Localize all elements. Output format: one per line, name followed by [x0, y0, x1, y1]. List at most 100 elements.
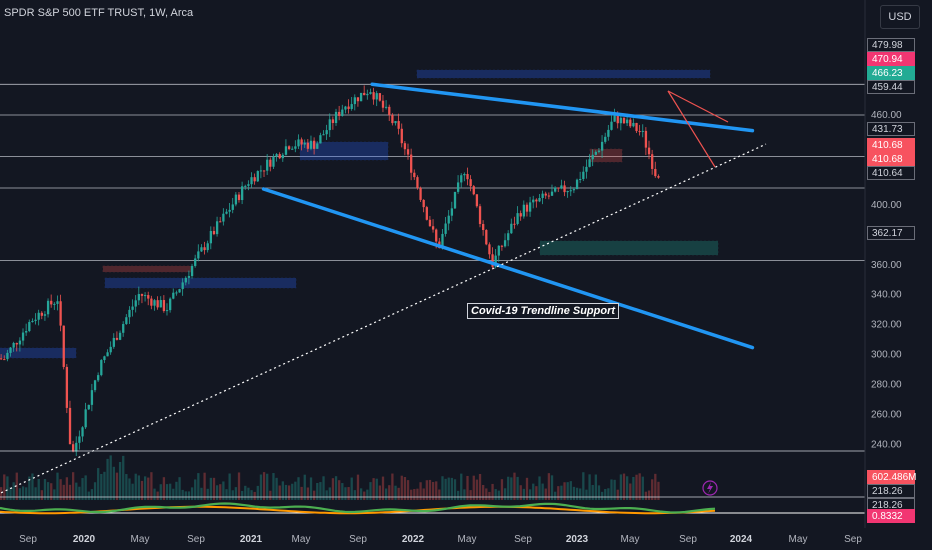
candle-body: [247, 184, 250, 186]
candle-body: [75, 442, 78, 452]
zone-box-6: [102, 265, 193, 273]
volume-bar: [78, 486, 81, 500]
volume-bar: [341, 483, 344, 500]
volume-bar: [632, 476, 635, 500]
x-tick-label: Sep: [187, 534, 205, 545]
candle-body: [272, 156, 275, 167]
volume-bar: [503, 488, 507, 500]
candle-body: [632, 122, 635, 127]
covid-support-trendline: [0, 143, 767, 494]
zone-box-0: [416, 69, 711, 79]
volume-bar: [532, 483, 535, 500]
candle-body: [391, 115, 394, 124]
volume-bar: [40, 490, 43, 500]
candle-body: [572, 189, 576, 191]
price-label: 479.98: [867, 38, 915, 52]
candle-body: [356, 97, 360, 102]
candle-body: [475, 194, 479, 207]
volume-bar: [416, 488, 419, 500]
candle-body: [56, 301, 59, 304]
candle-body: [294, 146, 297, 149]
candle-body: [425, 207, 428, 220]
volume-bar: [215, 485, 219, 500]
volume-bar: [222, 481, 225, 500]
volume-bar: [34, 487, 37, 500]
price-label: 470.94: [867, 52, 915, 66]
volume-bar: [369, 482, 372, 500]
volume-bar: [575, 487, 579, 500]
candle-body: [234, 194, 238, 205]
volume-bar: [400, 475, 403, 500]
volume-bar: [56, 472, 59, 500]
currency-button[interactable]: USD: [880, 5, 920, 29]
volume-bar: [46, 482, 50, 500]
volume-bar: [18, 488, 22, 500]
volume-bar: [150, 472, 153, 500]
volume-bar: [428, 479, 432, 500]
volume-bar: [250, 490, 253, 500]
volume-bar: [181, 489, 184, 500]
trendline-annotation: Covid-19 Trendline Support: [467, 303, 620, 319]
candle-body: [162, 300, 166, 312]
volume-bar: [12, 482, 15, 500]
candle-body: [134, 300, 137, 307]
candle-body: [428, 219, 432, 227]
candle-body: [626, 119, 629, 124]
volume-bar: [109, 455, 112, 500]
candle-body: [284, 146, 288, 155]
volume-bar: [453, 479, 457, 500]
candle-body: [231, 204, 234, 210]
volume-bar: [244, 485, 247, 500]
candle-body: [322, 134, 325, 136]
x-tick-label: Sep: [349, 534, 367, 545]
volume-bar: [169, 483, 172, 500]
zone-box-5: [589, 148, 623, 163]
volume-bar: [234, 487, 238, 500]
volume-bar: [219, 484, 222, 500]
volume-bar: [600, 491, 604, 500]
zone-box-2: [0, 347, 77, 359]
candle-body: [140, 294, 144, 296]
candle-body: [604, 136, 607, 142]
candle-body: [156, 300, 159, 308]
price-label: 459.44: [867, 80, 915, 94]
x-tick-label: May: [458, 534, 477, 545]
candle-body: [297, 139, 300, 147]
wedge-lower-line: [667, 90, 716, 168]
candle-body: [222, 213, 225, 222]
volume-bar: [626, 476, 629, 500]
candle-body: [384, 106, 388, 108]
volume-bar: [328, 487, 331, 500]
candle-body: [269, 159, 272, 167]
volume-bar: [84, 475, 87, 500]
price-label: 362.17: [867, 226, 915, 240]
volume-bar: [435, 481, 438, 500]
volume-bar: [3, 474, 6, 500]
volume-bar: [266, 473, 269, 500]
volume-bar: [87, 491, 90, 500]
candle-body: [588, 159, 591, 167]
volume-bar: [629, 483, 632, 500]
volume-bar: [478, 473, 482, 500]
candle-body: [563, 185, 566, 193]
candle-body: [175, 292, 178, 294]
candle-body: [566, 191, 569, 193]
volume-bar: [372, 478, 375, 500]
candle-body: [334, 111, 338, 123]
candle-body: [378, 93, 382, 101]
volume-bar: [384, 488, 388, 500]
volume-bar: [172, 488, 175, 500]
candle-body: [115, 337, 119, 340]
volume-bar: [128, 478, 131, 500]
y-tick-label: 260.00: [871, 409, 902, 420]
volume-bar: [554, 491, 557, 500]
candle-body: [366, 93, 369, 96]
candle-body: [444, 223, 447, 234]
x-tick-label: Sep: [679, 534, 697, 545]
volume-bar: [75, 482, 78, 500]
candle-body: [497, 245, 500, 256]
candle-body: [616, 113, 619, 124]
candle-body: [600, 141, 604, 151]
volume-bar: [159, 484, 162, 500]
